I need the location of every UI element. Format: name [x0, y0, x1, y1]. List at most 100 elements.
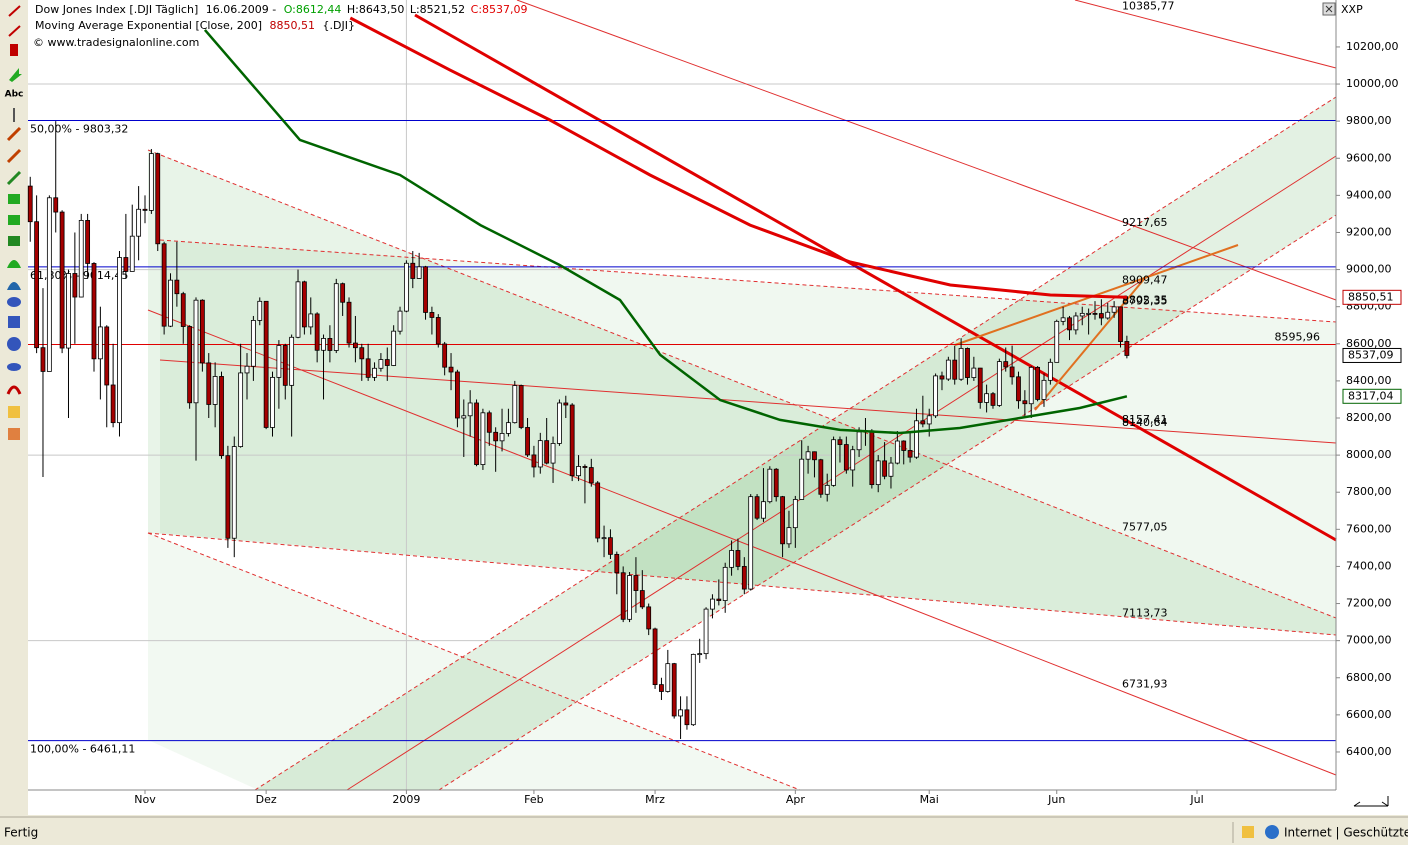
trend-line — [438, 214, 1337, 791]
tool-icon[interactable] — [7, 363, 21, 371]
candle-body — [66, 273, 71, 349]
candle-body — [1067, 317, 1072, 331]
candle-body — [869, 430, 875, 486]
price-marker-label: 8850,51 — [1348, 290, 1394, 303]
candle-body — [314, 313, 320, 351]
level-label: 8795,35 — [1122, 295, 1168, 308]
tool-icon[interactable] — [8, 5, 21, 17]
tool-icon[interactable] — [6, 385, 22, 395]
tool-icon[interactable] — [8, 215, 20, 225]
tool-icon[interactable] — [8, 428, 20, 440]
tool-icon[interactable] — [7, 297, 21, 307]
y-tick-label: 7200,00 — [1346, 597, 1392, 610]
candle-body — [659, 684, 664, 692]
resize-icon[interactable] — [1353, 796, 1389, 807]
candle-body — [461, 415, 467, 419]
y-tick-label: 10200,00 — [1346, 40, 1399, 53]
close-icon[interactable] — [1325, 5, 1333, 13]
tool-icon[interactable] — [7, 282, 21, 290]
level-label: 8157,41 — [1122, 413, 1168, 426]
candle-body — [435, 317, 441, 345]
tool-icon[interactable] — [6, 126, 22, 142]
candle-body — [295, 281, 301, 338]
candle-body — [907, 450, 913, 458]
candle-body — [1003, 361, 1009, 368]
tool-text[interactable]: Abc — [5, 90, 24, 100]
tool-icon[interactable] — [6, 148, 22, 164]
candle-body — [59, 211, 65, 349]
candle-body — [282, 345, 288, 386]
tool-icon[interactable] — [10, 44, 18, 56]
candle-body — [958, 348, 964, 380]
candle-body — [831, 439, 836, 486]
candle-body — [1041, 379, 1047, 400]
candle-body — [206, 362, 212, 405]
candle-body — [1022, 400, 1028, 405]
tool-icon[interactable] — [7, 337, 21, 351]
candle-body — [104, 326, 110, 386]
indicators — [203, 16, 1128, 435]
legend-name: Dow Jones Index [.DJI Täglich] — [35, 3, 198, 16]
candle-body — [1111, 306, 1117, 313]
candle-body — [308, 313, 314, 328]
level-label: 8595,96 — [1275, 331, 1321, 344]
x-tick-label: Mrz — [645, 793, 665, 806]
candle-body — [1092, 312, 1098, 315]
symbol-box: XXP — [1341, 3, 1363, 16]
candle-body — [372, 367, 377, 378]
candle-body — [1079, 312, 1085, 317]
candle-body — [1118, 306, 1123, 342]
candle-body — [971, 367, 977, 378]
tool-icon[interactable] — [8, 406, 20, 418]
candle-body — [53, 197, 59, 213]
candle-body — [187, 326, 193, 404]
candle-body — [474, 402, 479, 465]
candle-body — [1054, 320, 1060, 363]
candle-body — [518, 385, 524, 428]
candle-body — [352, 342, 358, 349]
candle-body — [576, 466, 581, 477]
legend-date: 16.06.2009 - — [206, 3, 276, 16]
candle-body — [1028, 366, 1034, 405]
candle-body — [1016, 376, 1021, 402]
candle-body — [148, 153, 154, 211]
candle-body — [72, 273, 78, 298]
candle-body — [301, 281, 307, 328]
candle-body — [812, 451, 817, 461]
tool-icon[interactable] — [8, 236, 20, 246]
candle-body — [46, 197, 52, 372]
candle-body — [735, 550, 741, 567]
tool-icon[interactable] — [8, 316, 20, 328]
tool-icon[interactable] — [8, 194, 20, 204]
y-tick-label: 7800,00 — [1346, 485, 1392, 498]
candle-body — [888, 462, 894, 477]
price-marker — [1342, 388, 1402, 404]
candle-body — [365, 358, 371, 378]
candle-body — [199, 299, 205, 364]
candle-body — [276, 345, 282, 378]
candle-body — [110, 384, 116, 424]
candle-body — [327, 338, 333, 351]
tool-icon[interactable] — [6, 170, 22, 186]
candle-body — [824, 484, 830, 495]
y-tick-label: 6400,00 — [1346, 745, 1392, 758]
candle-body — [875, 460, 881, 486]
candle-body — [601, 537, 607, 540]
candle-body — [729, 550, 734, 568]
candle-body — [91, 263, 97, 360]
candle-body — [416, 266, 422, 279]
candle-body — [97, 326, 103, 360]
candle-body — [525, 427, 530, 456]
trend-line — [147, 532, 801, 791]
candle-body — [805, 451, 811, 460]
candle-body — [1124, 341, 1130, 356]
candle-body — [792, 499, 798, 529]
candle-body — [117, 257, 122, 424]
tool-icon[interactable] — [9, 68, 22, 82]
status-text: Fertig — [4, 826, 38, 840]
tool-icon[interactable] — [7, 260, 21, 268]
tool-icon[interactable] — [8, 25, 21, 37]
candle-body — [467, 402, 473, 417]
candle-body — [773, 468, 779, 498]
trend-line — [346, 155, 1337, 791]
